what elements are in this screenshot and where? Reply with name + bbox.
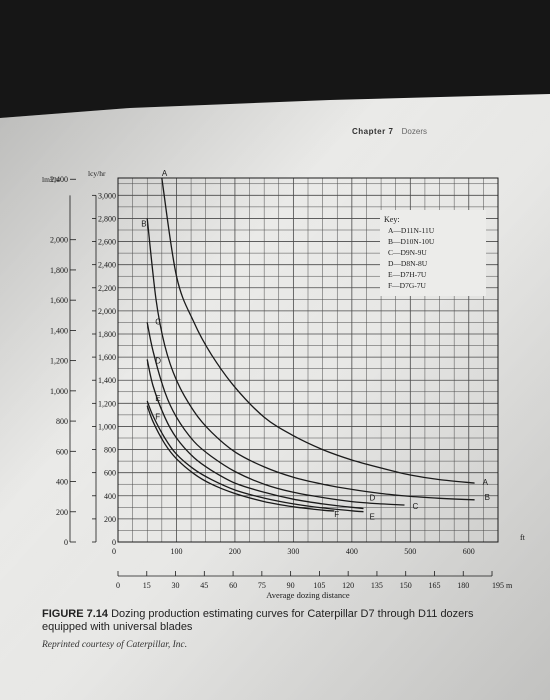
y-axis-primary-tick-label: 1,200: [50, 357, 68, 366]
curve-label-end-d: D: [370, 493, 376, 502]
y-axis-secondary-label: lcy/hr: [88, 169, 106, 178]
curve-label-end-b: B: [485, 493, 490, 502]
y-axis-primary-tick-label: 1,600: [50, 296, 68, 305]
legend-entry: F—D7G-7U: [388, 281, 427, 290]
curve-c: [146, 322, 405, 506]
x-axis-m-tick-label: 0: [116, 581, 120, 590]
x-axis-ft-unit: ft: [520, 533, 526, 542]
curve-f: [146, 405, 335, 512]
running-header: Chapter 7 Dozers: [352, 127, 427, 136]
curve-label-start-f: F: [155, 413, 160, 422]
curve-label-start-c: C: [155, 317, 161, 326]
y-axis-primary-label: lm³/hr: [42, 175, 61, 184]
chart-axes: lm³/hrlcy/hr02004006008001,0001,2001,400…: [42, 169, 526, 600]
x-axis-m-tick-label: 165: [428, 581, 440, 590]
figure-caption: FIGURE 7.14 Dozing production estimating…: [42, 608, 512, 634]
y-axis-secondary-tick-label: 1,800: [98, 330, 116, 339]
y-axis-primary-tick-label: 1,800: [50, 266, 68, 275]
y-axis-secondary-tick-label: 3,000: [98, 191, 116, 200]
legend-title: Key:: [384, 215, 400, 224]
y-axis-secondary-tick-label: 2,200: [98, 284, 116, 293]
y-axis-primary-tick-label: 0: [64, 538, 68, 547]
legend-entry: D—D8N-8U: [388, 259, 428, 268]
x-axis-ft-tick-label: 300: [287, 547, 299, 556]
plot-frame: [117, 177, 499, 543]
curve-label-end-c: C: [412, 502, 418, 511]
curve-label-end-e: E: [370, 513, 375, 522]
y-axis-primary-tick-label: 2,400: [50, 175, 68, 184]
x-axis-m-tick-label: 195 m: [492, 581, 513, 590]
y-axis-primary-tick-label: 2,000: [50, 236, 68, 245]
curve-d: [146, 359, 364, 510]
curve-label-start-d: D: [155, 356, 161, 365]
legend-entry: B—D10N-10U: [388, 237, 435, 246]
x-axis-m-tick-label: 150: [400, 581, 412, 590]
x-axis-ft-tick-label: 400: [346, 547, 358, 556]
curve-b: [146, 218, 475, 501]
x-axis-m-tick-label: 135: [371, 581, 383, 590]
y-axis-primary-tick-label: 800: [56, 417, 68, 426]
x-axis-m-tick-label: 15: [143, 581, 151, 590]
x-axis-m-tick-label: 30: [172, 581, 180, 590]
chart-legend: Key: A—D11N-11U B—D10N-10U C—D9N-9U D—D8N-8U…: [380, 210, 486, 296]
y-axis-secondary-tick-label: 2,000: [98, 307, 116, 316]
y-axis-secondary-tick-label: 2,400: [98, 261, 116, 270]
y-axis-secondary-tick-label: 1,000: [98, 422, 116, 431]
y-axis-secondary-tick-label: 1,400: [98, 376, 116, 385]
y-axis-secondary-tick-label: 0: [112, 538, 116, 547]
legend-background: [380, 210, 486, 296]
x-axis-ft-tick-label: 100: [170, 547, 182, 556]
y-axis-secondary-tick-label: 1,200: [98, 399, 116, 408]
y-axis-primary-tick-label: 600: [56, 447, 68, 456]
y-axis-secondary-tick-label: 2,600: [98, 238, 116, 247]
legend-entry: C—D9N-9U: [388, 248, 427, 257]
y-axis-primary-tick-label: 400: [56, 478, 68, 487]
y-axis-primary-tick-label: 1,400: [50, 326, 68, 335]
y-axis-secondary-tick-label: 200: [104, 515, 116, 524]
y-axis-secondary-tick-label: 800: [104, 446, 116, 455]
y-axis-primary-tick-label: 200: [56, 508, 68, 517]
curve-label-start-b: B: [141, 219, 146, 228]
x-axis-m-tick-label: 45: [200, 581, 208, 590]
y-axis-secondary-tick-label: 600: [104, 469, 116, 478]
x-axis-label: Average dozing distance: [266, 590, 350, 600]
curve-label-end-a: A: [483, 478, 489, 487]
x-axis-ft-tick-label: 0: [112, 547, 116, 556]
curve-label-start-a: A: [162, 169, 168, 178]
y-axis-secondary-tick-label: 400: [104, 492, 116, 501]
x-axis-ft-tick-label: 600: [463, 547, 475, 556]
y-axis-primary-tick-label: 1,000: [50, 387, 68, 396]
figure-credit: Reprinted courtesy of Caterpillar, Inc.: [42, 640, 188, 650]
x-axis-m-tick-label: 60: [229, 581, 237, 590]
x-axis-m-tick-label: 120: [342, 581, 354, 590]
legend-entry: A—D11N-11U: [388, 226, 435, 235]
chart-grid: [117, 177, 499, 543]
x-axis-m-tick-label: 180: [457, 581, 469, 590]
chapter-label: Chapter 7: [352, 127, 394, 136]
curve-label-end-f: F: [334, 510, 339, 519]
curve-a: [161, 177, 475, 484]
x-axis-ft-tick-label: 200: [229, 547, 241, 556]
legend-entry: E—D7H-7U: [388, 270, 427, 279]
y-axis-secondary-tick-label: 2,800: [98, 214, 116, 223]
figure-caption-text: Dozing production estimating curves for …: [42, 608, 474, 633]
x-axis-m-tick-label: 75: [258, 581, 266, 590]
section-label: Dozers: [401, 127, 427, 136]
x-axis-ft-tick-label: 500: [404, 547, 416, 556]
curve-label-start-e: E: [155, 394, 160, 403]
figure-number: FIGURE 7.14: [42, 608, 109, 620]
y-axis-secondary-tick-label: 1,600: [98, 353, 116, 362]
curve-e: [146, 400, 364, 513]
x-axis-m-tick-label: 105: [313, 581, 325, 590]
x-axis-m-tick-label: 90: [287, 581, 295, 590]
